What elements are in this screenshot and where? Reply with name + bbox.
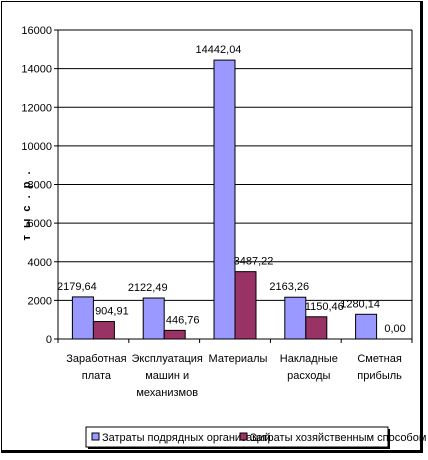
category-label: прибыль xyxy=(357,370,402,382)
data-label: 3487,22 xyxy=(234,256,274,268)
data-label: 2122,49 xyxy=(128,282,168,294)
legend-entry: Затраты хозяйственным способом xyxy=(250,432,426,444)
category-label: плата xyxy=(82,370,112,382)
data-label: 904,91 xyxy=(95,306,129,318)
chart-frame xyxy=(1,1,423,453)
data-label: 446,76 xyxy=(166,314,200,326)
category-label: Эксплуатация xyxy=(131,353,202,365)
category-label: Материалы xyxy=(209,353,268,365)
category-label: механизмов xyxy=(136,387,198,399)
bar-contractor xyxy=(142,297,165,340)
legend-entry: Затраты подрядных организаций xyxy=(102,432,271,444)
data-label: 14442,04 xyxy=(196,44,242,56)
bars xyxy=(71,59,378,340)
category-label: машин и xyxy=(145,370,189,382)
legend-swatch xyxy=(239,432,248,441)
bar-contractor xyxy=(71,296,94,340)
y-tick-labels: 0 2000 4000 6000 8000 10000 12000 14000 16000 xyxy=(21,25,52,346)
category-label: Накладные xyxy=(280,353,338,365)
data-label: 2163,26 xyxy=(269,281,309,293)
legend-box xyxy=(85,426,389,448)
y-tick-label: 8000 xyxy=(28,180,52,192)
y-axis-label: т ы с . р . xyxy=(21,169,33,240)
data-label: 1280,14 xyxy=(340,298,380,310)
bar-inhouse xyxy=(163,329,186,340)
data-label: 1150,46 xyxy=(305,301,344,313)
bar-contractor xyxy=(213,59,236,340)
y-tick-label: 0 xyxy=(46,334,52,346)
category-label: расходы xyxy=(287,370,330,382)
bar-inhouse xyxy=(234,271,257,340)
bar-inhouse xyxy=(92,321,115,340)
legend-swatch xyxy=(91,432,100,441)
category-label: Заработная xyxy=(66,353,126,365)
y-tick-label: 14000 xyxy=(21,64,52,76)
y-tick-label: 4000 xyxy=(28,257,52,269)
category-label: Сметная xyxy=(357,353,401,365)
y-tick-label: 12000 xyxy=(21,102,52,114)
y-tick-label: 10000 xyxy=(21,141,52,153)
bar-contractor xyxy=(355,313,378,340)
category-labels: Заработная плата Эксплуатация машин и механи… xyxy=(66,353,402,399)
data-label: 0,00 xyxy=(384,323,405,335)
bar-inhouse xyxy=(305,316,328,340)
y-tick-label: 16000 xyxy=(21,25,52,37)
y-tick-label: 6000 xyxy=(28,218,52,230)
y-tick-label: 2000 xyxy=(28,295,52,307)
data-labels: 2179,64 904,91 2122,49 446,76 14442,04 3487,2… xyxy=(57,44,406,335)
data-label: 2179,64 xyxy=(57,281,97,293)
bar-contractor xyxy=(284,296,307,340)
